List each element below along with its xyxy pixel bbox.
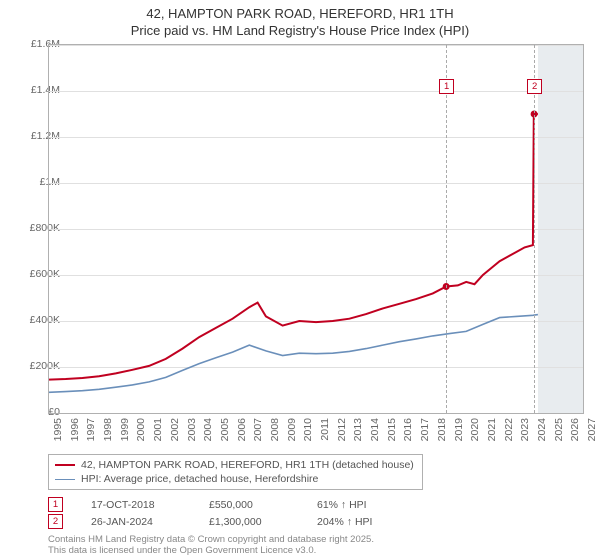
x-tick-label: 2001	[152, 418, 164, 441]
x-tick-label: 2006	[236, 418, 248, 441]
x-tick-label: 2002	[169, 418, 181, 441]
x-tick-label: 2025	[553, 418, 565, 441]
x-tick-label: 1999	[119, 418, 131, 441]
legend-box: 42, HAMPTON PARK ROAD, HEREFORD, HR1 1TH…	[48, 454, 423, 490]
x-tick-label: 1996	[69, 418, 81, 441]
x-tick-label: 1998	[102, 418, 114, 441]
x-tick-label: 2009	[286, 418, 298, 441]
legend-item: HPI: Average price, detached house, Here…	[55, 472, 414, 486]
x-tick-label: 2011	[319, 418, 331, 441]
x-tick-label: 2010	[302, 418, 314, 441]
x-axis-labels: 1995 1996 1997 1998 1999 2000 2001 2002 2003 2004…	[48, 414, 584, 454]
table-row: 2 26-JAN-2024 £1,300,000 204% ↑ HPI	[48, 513, 372, 530]
x-tick-label: 2007	[252, 418, 264, 441]
attribution-footer: Contains HM Land Registry data © Crown c…	[48, 534, 374, 557]
x-tick-label: 1995	[52, 418, 64, 441]
legend-label: 42, HAMPTON PARK ROAD, HEREFORD, HR1 1TH…	[81, 458, 414, 472]
x-tick-label: 2000	[135, 418, 147, 441]
x-tick-label: 2015	[386, 418, 398, 441]
title-line-1: 42, HAMPTON PARK ROAD, HEREFORD, HR1 1TH	[0, 6, 600, 23]
x-tick-label: 2013	[352, 418, 364, 441]
x-tick-label: 2004	[202, 418, 214, 441]
legend-item: 42, HAMPTON PARK ROAD, HEREFORD, HR1 1TH…	[55, 458, 414, 472]
transaction-table: 1 17-OCT-2018 £550,000 61% ↑ HPI 2 26-JA…	[48, 496, 372, 530]
x-tick-label: 2021	[486, 418, 498, 441]
callout-guideline	[446, 45, 447, 413]
x-tick-label: 2026	[569, 418, 581, 441]
x-tick-label: 1997	[85, 418, 97, 441]
transaction-date: 26-JAN-2024	[91, 516, 181, 528]
transaction-marker: 2	[48, 514, 63, 529]
legend-swatch	[55, 464, 75, 466]
x-tick-label: 2003	[186, 418, 198, 441]
legend-label: HPI: Average price, detached house, Here…	[81, 472, 318, 486]
x-tick-label: 2017	[419, 418, 431, 441]
footer-line-1: Contains HM Land Registry data © Crown c…	[48, 534, 374, 545]
series-hpi	[49, 315, 538, 393]
line-series-svg	[49, 45, 583, 413]
x-tick-label: 2008	[269, 418, 281, 441]
legend-swatch	[55, 479, 75, 480]
x-tick-label: 2019	[453, 418, 465, 441]
chart-container: 42, HAMPTON PARK ROAD, HEREFORD, HR1 1TH…	[0, 0, 600, 560]
x-tick-label: 2023	[519, 418, 531, 441]
plot-area: 12	[48, 44, 584, 414]
x-tick-label: 2005	[219, 418, 231, 441]
callout-guideline	[534, 45, 535, 413]
transaction-marker: 1	[48, 497, 63, 512]
table-row: 1 17-OCT-2018 £550,000 61% ↑ HPI	[48, 496, 372, 513]
x-tick-label: 2022	[503, 418, 515, 441]
transaction-date: 17-OCT-2018	[91, 499, 181, 511]
x-tick-label: 2027	[586, 418, 598, 441]
x-tick-label: 2020	[469, 418, 481, 441]
callout-marker: 2	[527, 79, 542, 94]
x-tick-label: 2012	[336, 418, 348, 441]
footer-line-2: This data is licensed under the Open Gov…	[48, 545, 374, 556]
callout-marker: 1	[439, 79, 454, 94]
series-price_paid	[49, 114, 538, 380]
transaction-price: £1,300,000	[209, 516, 289, 528]
transaction-price: £550,000	[209, 499, 289, 511]
x-tick-label: 2014	[369, 418, 381, 441]
x-tick-label: 2024	[536, 418, 548, 441]
transaction-hpi-delta: 204% ↑ HPI	[317, 516, 372, 528]
transaction-hpi-delta: 61% ↑ HPI	[317, 499, 367, 511]
chart-title: 42, HAMPTON PARK ROAD, HEREFORD, HR1 1TH…	[0, 0, 600, 40]
x-tick-label: 2016	[402, 418, 414, 441]
x-tick-label: 2018	[436, 418, 448, 441]
title-line-2: Price paid vs. HM Land Registry's House …	[0, 23, 600, 40]
